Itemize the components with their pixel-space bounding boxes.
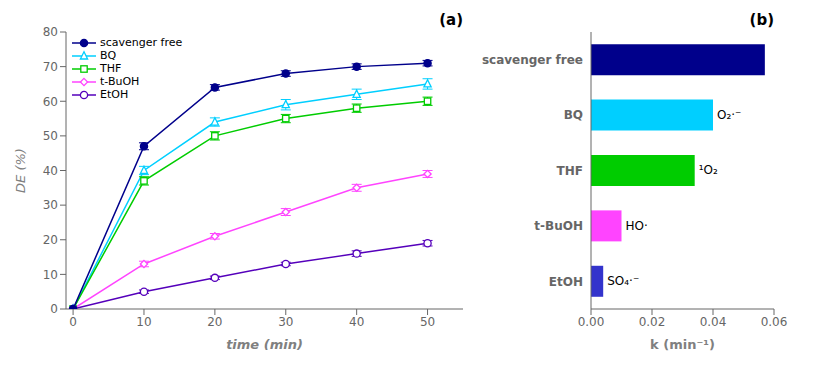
svg-text:70: 70 [43, 60, 58, 74]
svg-text:80: 80 [43, 25, 58, 39]
svg-text:0.04: 0.04 [700, 315, 727, 329]
svg-text:0.02: 0.02 [639, 315, 666, 329]
svg-text:40: 40 [349, 315, 364, 329]
svg-text:BQ: BQ [564, 108, 583, 122]
html-text:t-BuOH: t-BuOH [100, 75, 140, 88]
svg-text:THF: THF [557, 164, 583, 178]
html-text:EtOH: EtOH [100, 88, 129, 101]
svg-text:¹O₂: ¹O₂ [699, 163, 718, 177]
html-text:BQ: BQ [100, 49, 117, 62]
svg-text:20: 20 [207, 315, 222, 329]
svg-text:SO₄·⁻: SO₄·⁻ [607, 274, 639, 288]
html-text:THF: THF [100, 62, 122, 75]
svg-text:HO·: HO· [626, 219, 648, 233]
svg-text:40: 40 [43, 164, 58, 178]
svg-text:0: 0 [69, 315, 77, 329]
svg-text:10: 10 [136, 315, 151, 329]
svg-text:O₂·⁻: O₂·⁻ [717, 108, 741, 122]
svg-text:50: 50 [43, 129, 58, 143]
svg-text:time (min): time (min) [226, 337, 303, 352]
svg-text:0.00: 0.00 [578, 315, 605, 329]
html-text:(a): (a) [439, 11, 463, 29]
svg-text:30: 30 [278, 315, 293, 329]
svg-text:EtOH: EtOH [549, 275, 583, 289]
svg-text:30: 30 [43, 198, 58, 212]
html-text:scavenger free: scavenger free [100, 36, 183, 49]
svg-text:t-BuOH: t-BuOH [534, 219, 583, 233]
html-text:(b): (b) [749, 11, 774, 29]
svg-text:0: 0 [50, 302, 58, 316]
svg-text:20: 20 [43, 233, 58, 247]
svg-text:10: 10 [43, 268, 58, 282]
svg-text:0.06: 0.06 [761, 315, 788, 329]
svg-text:50: 50 [420, 315, 435, 329]
svg-text:scavenger free: scavenger free [482, 53, 583, 67]
svg-text:k (min⁻¹): k (min⁻¹) [650, 337, 715, 352]
svg-text:DE (%): DE (%) [13, 148, 28, 193]
svg-text:60: 60 [43, 95, 58, 109]
